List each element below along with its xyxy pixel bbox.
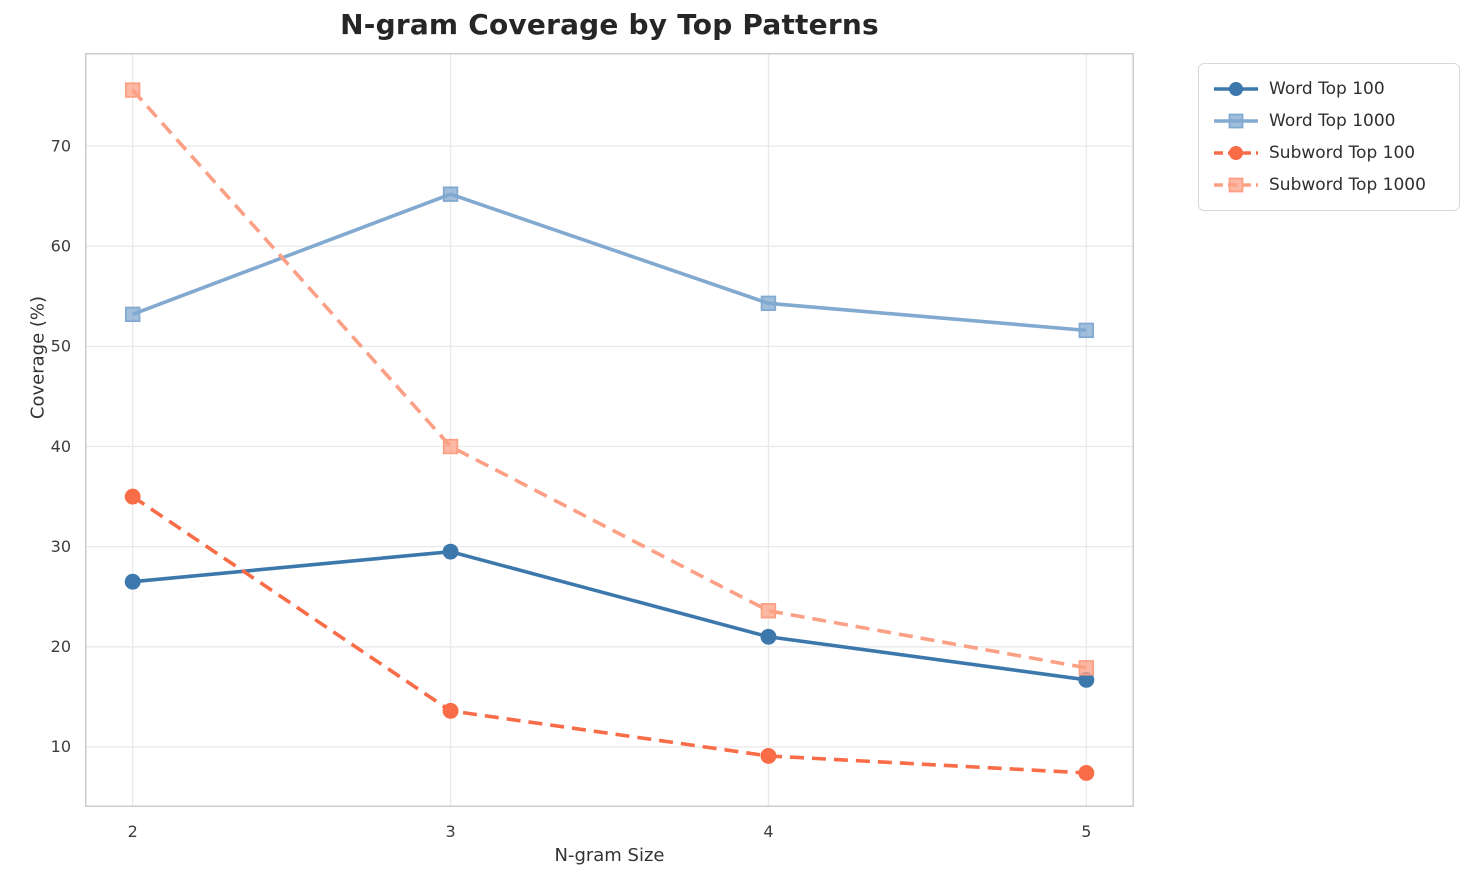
- legend-label: Word Top 1000: [1269, 111, 1396, 131]
- plot-area: 10 20 30 40 50 60 70 2 3 4 5: [51, 53, 1134, 841]
- data-point-word-top-100: [442, 543, 459, 560]
- data-point-word-top-100: [124, 573, 141, 590]
- data-point-subword-top-100: [760, 747, 777, 764]
- y-tick-label: 30: [51, 537, 71, 556]
- chart-title: N-gram Coverage by Top Patterns: [340, 8, 879, 41]
- data-point-word-top-1000: [124, 306, 141, 323]
- series-line-subword-top-100: [131, 495, 1087, 775]
- legend: Word Top 100 Word Top 1000 Subword Top 100…: [1198, 63, 1460, 211]
- y-tick-label: 40: [51, 437, 71, 456]
- data-point-subword-top-1000: [442, 438, 459, 455]
- x-tick-label: 3: [445, 822, 455, 841]
- circle-marker-icon: [1229, 146, 1243, 160]
- y-axis-label: Coverage (%): [27, 295, 49, 420]
- y-tick-label: 70: [51, 136, 71, 155]
- square-marker-icon: [1228, 177, 1244, 193]
- legend-swatch-square-icon: [1214, 113, 1258, 129]
- legend-swatch-circle-icon: [1214, 82, 1258, 96]
- data-point-word-top-100: [760, 628, 777, 645]
- legend-swatch-circle-icon: [1214, 146, 1258, 160]
- data-point-word-top-1000: [760, 295, 777, 312]
- x-tick-label: 4: [763, 822, 773, 841]
- legend-label: Subword Top 100: [1269, 143, 1416, 163]
- data-point-subword-top-1000: [760, 603, 777, 619]
- legend-item-word-top-100: Word Top 100: [1213, 76, 1443, 102]
- data-point-subword-top-100: [1078, 765, 1095, 781]
- x-axis-label: N-gram Size: [554, 845, 665, 866]
- x-tick-label: 5: [1081, 822, 1091, 841]
- y-tick-label: 20: [51, 637, 71, 656]
- legend-label: Subword Top 1000: [1269, 175, 1426, 195]
- x-tick-label: 2: [128, 822, 138, 841]
- legend-label: Word Top 100: [1269, 79, 1385, 99]
- series-line-word-top-1000: [132, 192, 1087, 333]
- y-tick-label: 50: [51, 337, 71, 356]
- legend-item-subword-top-100: Subword Top 100: [1213, 140, 1443, 166]
- data-point-word-top-1000: [1078, 322, 1095, 339]
- data-point-subword-top-1000: [124, 82, 141, 98]
- data-point-word-top-1000: [442, 186, 459, 202]
- legend-item-word-top-1000: Word Top 1000: [1213, 108, 1443, 134]
- y-tick-label: 60: [51, 237, 71, 256]
- data-point-subword-top-1000: [1078, 660, 1095, 676]
- legend-swatch-square-icon: [1214, 177, 1258, 193]
- circle-marker-icon: [1229, 82, 1243, 96]
- y-tick-label: 10: [51, 737, 71, 756]
- axes-spines: [85, 53, 1134, 807]
- series-line-word-top-100: [132, 549, 1087, 682]
- series-line-subword-top-1000: [131, 88, 1087, 670]
- square-marker-icon: [1228, 113, 1244, 129]
- legend-item-subword-top-1000: Subword Top 1000: [1213, 172, 1443, 198]
- data-point-subword-top-100: [442, 702, 459, 719]
- data-point-subword-top-100: [124, 488, 141, 505]
